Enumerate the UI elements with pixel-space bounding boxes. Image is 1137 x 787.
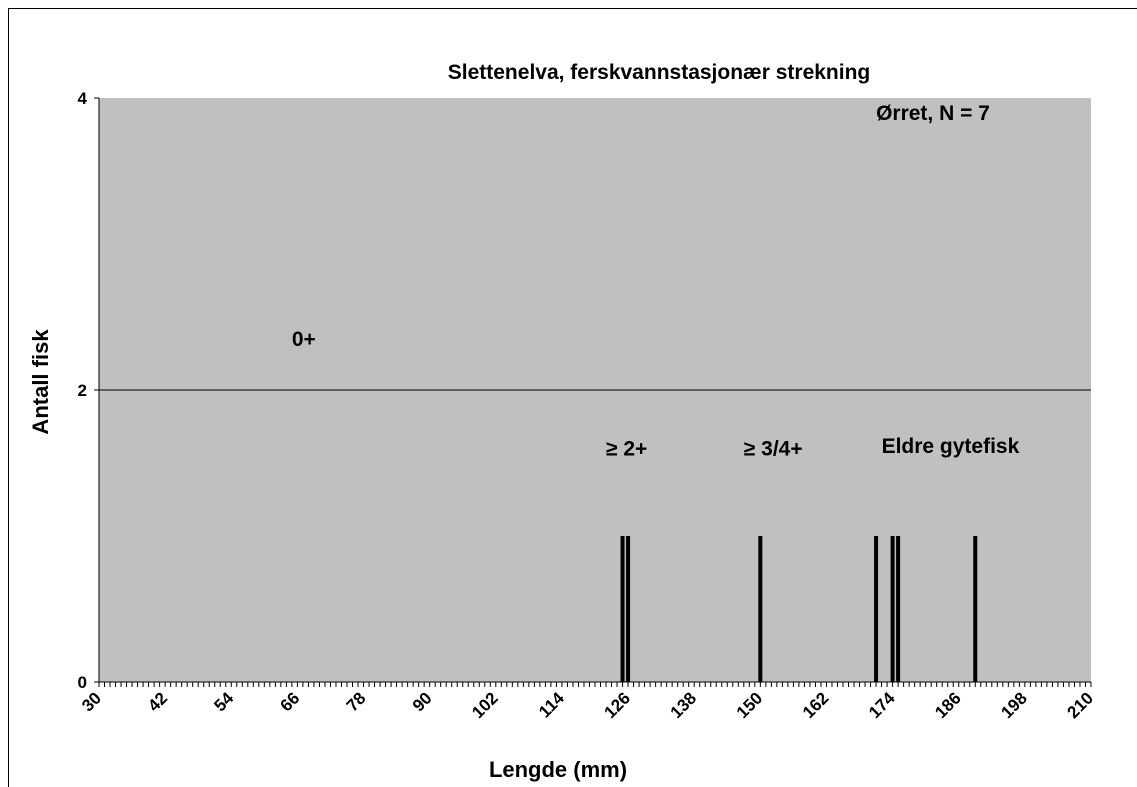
x-tick-label: 90 (409, 689, 436, 716)
annotation-label: ≥ 3/4+ (744, 438, 803, 461)
x-tick-label: 30 (78, 689, 105, 716)
bar (973, 536, 978, 682)
bar (620, 536, 625, 682)
bar (874, 536, 879, 682)
x-tick-label: 42 (144, 689, 171, 716)
x-tick-label: 114 (535, 688, 568, 721)
x-axis-label: Lengde (mm) (489, 757, 627, 782)
x-tick-label: 150 (733, 689, 766, 722)
y-tick-label: 0 (78, 673, 87, 692)
x-tick-label: 162 (799, 689, 832, 722)
annotation-label: Eldre gytefisk (882, 435, 1020, 458)
bar (626, 536, 631, 682)
annotations: Ørret, N = 7 0+ ≥ 2+ ≥ 3/4+ Eldre gytefisk (292, 102, 1020, 461)
x-tick-label: 210 (1064, 689, 1097, 722)
x-tick-label: 78 (343, 689, 370, 716)
axes (94, 97, 1092, 687)
x-tick-label: 186 (931, 689, 964, 722)
annotation-label: ≥ 2+ (606, 438, 647, 461)
x-tick-label: 138 (667, 689, 700, 722)
y-tick-label: 4 (78, 89, 88, 108)
chart-title: Slettenelva, ferskvannstasjonær streknin… (448, 61, 871, 84)
x-tick-label: 126 (601, 689, 634, 722)
chart-frame (8, 8, 1137, 787)
y-tick-label: 2 (78, 381, 87, 400)
bar (890, 536, 895, 682)
x-tick-label: 174 (865, 688, 899, 722)
y-tick-labels: 0 2 4 (78, 89, 88, 692)
x-tick-label: 102 (468, 689, 501, 722)
x-tick-label: 66 (277, 689, 304, 716)
bar (758, 536, 763, 682)
bars (620, 536, 978, 682)
annotation-label: Ørret, N = 7 (876, 102, 990, 125)
x-tick-labels: 30 42 54 66 78 90 102 114 126 138 150 162 174 186 198 2… (78, 688, 1097, 722)
x-tick-label: 198 (997, 689, 1030, 722)
x-tick-label: 54 (210, 688, 237, 715)
y-axis-label: Antall fisk (28, 329, 53, 435)
annotation-label: 0+ (292, 328, 316, 351)
bar (896, 536, 901, 682)
